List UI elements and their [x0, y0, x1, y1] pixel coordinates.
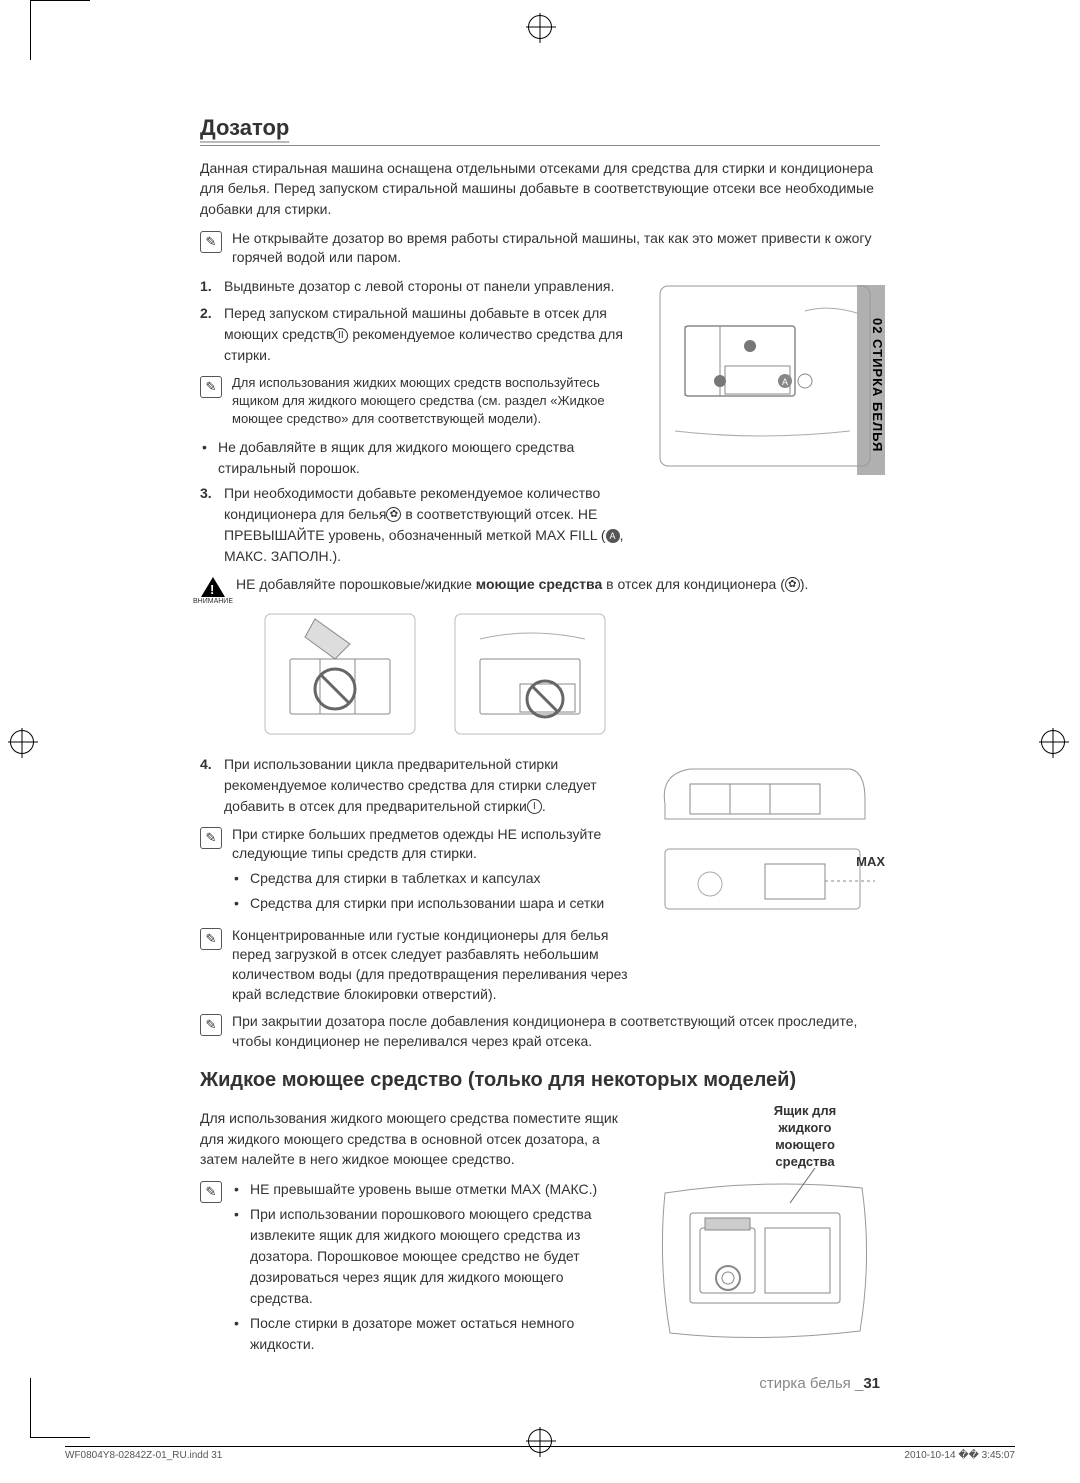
note-icon: ✎	[200, 827, 222, 849]
drawer-top-diagram	[650, 754, 880, 834]
bullet-item: НЕ превышайте уровень выше отметки MAX (…	[232, 1179, 630, 1200]
max-label: MAX	[856, 854, 885, 869]
bullet-item: При использовании порошкового моющего ср…	[232, 1204, 630, 1309]
softener-icon: ✿	[785, 577, 800, 592]
print-file-info: WF0804Y8-02842Z-01_RU.indd 31	[65, 1450, 222, 1461]
liquid-container-diagram	[650, 1163, 880, 1363]
note-text: При закрытии дозатора после добавления к…	[232, 1012, 880, 1051]
warning-icon: ВНИМАНИЕ	[200, 577, 226, 599]
compartment-ii-icon: II	[333, 328, 348, 343]
section-title-liquid: Жидкое моющее средство (только для некот…	[200, 1069, 880, 1096]
note-text: При стирке больших предметов одежды НЕ и…	[232, 825, 630, 918]
note-text: Не открывайте дозатор во время работы ст…	[232, 229, 880, 268]
step-2: Перед запуском стиральной машины добавьт…	[200, 303, 630, 366]
sub-bullet: Средства для стирки при использовании ша…	[232, 893, 630, 914]
bullet-item: После стирки в дозаторе может остаться н…	[232, 1313, 630, 1355]
liquid-container-label: Ящик для жидкого моющего средства	[750, 1103, 860, 1171]
note-icon: ✎	[200, 376, 222, 398]
note-icon: ✎	[200, 1014, 222, 1036]
section-title-dispenser: Дозатор	[200, 115, 880, 146]
bullet-item: Не добавляйте в ящик для жидкого моющего…	[200, 437, 630, 479]
registration-mark	[1041, 730, 1065, 754]
prohibit-diagram-2	[450, 609, 610, 739]
drawer-side-diagram	[650, 839, 880, 929]
dispenser-diagram: A	[650, 276, 880, 476]
intro-liquid: Для использования жидкого моющего средст…	[200, 1108, 630, 1169]
print-timestamp: 2010-10-14 �� 3:45:07	[904, 1450, 1015, 1461]
page-footer: стирка белья _31	[759, 1375, 880, 1392]
intro-paragraph: Данная стиральная машина оснащена отдель…	[200, 158, 880, 219]
compartment-i-icon: I	[527, 799, 542, 814]
note-text: Концентрированные или густые кондиционер…	[232, 926, 630, 1004]
warning-row: ВНИМАНИЕ НЕ добавляйте порошковые/жидкие…	[200, 575, 880, 599]
note-icon: ✎	[200, 231, 222, 253]
note-row: ✎ Не открывайте дозатор во время работы …	[200, 229, 880, 268]
registration-mark	[528, 15, 552, 39]
crop-mark	[30, 0, 90, 60]
softener-icon: ✿	[386, 507, 401, 522]
step-1: Выдвиньте дозатор с левой стороны от пан…	[200, 276, 630, 297]
print-footer: WF0804Y8-02842Z-01_RU.indd 31 2010-10-14…	[65, 1446, 1015, 1461]
step-3: При необходимости добавьте рекомендуемое…	[200, 483, 630, 567]
page-content: Дозатор Данная стиральная машина оснащен…	[200, 115, 880, 1368]
warning-text: НЕ добавляйте порошковые/жидкие моющие с…	[236, 575, 880, 595]
svg-text:A: A	[782, 377, 788, 387]
note-icon: ✎	[200, 1181, 222, 1203]
step-4: При использовании цикла предварительной …	[200, 754, 630, 817]
prohibit-diagram-1	[260, 609, 420, 739]
registration-mark	[10, 730, 34, 754]
marker-a-icon: A	[606, 529, 620, 543]
note-text: Для использования жидких моющих средств …	[232, 374, 630, 429]
note-icon: ✎	[200, 928, 222, 950]
sub-bullet: Средства для стирки в таблетках и капсул…	[232, 868, 630, 889]
crop-mark	[30, 1378, 90, 1438]
